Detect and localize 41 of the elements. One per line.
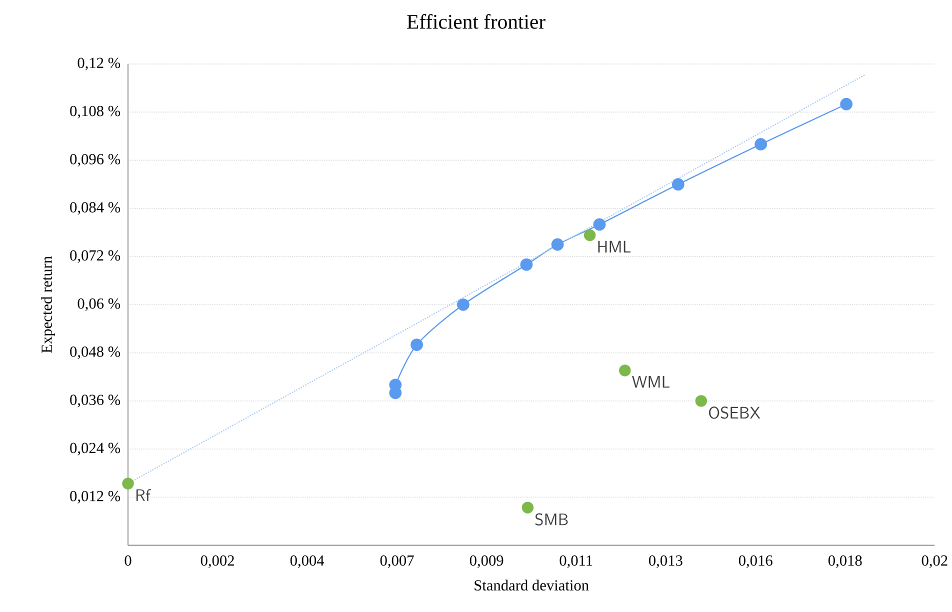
y-tick-label: 0,108 % — [70, 106, 120, 118]
y-tick-label: 0,048 % — [70, 346, 120, 360]
annotation: OSEBX — [708, 406, 760, 419]
annotation: SMB — [535, 513, 568, 526]
point — [456, 298, 470, 311]
x-tick-label: 0,02 — [922, 555, 948, 568]
point — [672, 178, 684, 191]
x-tick-label: 0,016 — [738, 555, 772, 568]
y-tick-label: 0,012 % — [70, 490, 120, 504]
chart-title: Efficient frontier — [407, 14, 546, 29]
x-tick-label: 0,011 — [560, 555, 592, 568]
point — [593, 218, 606, 231]
x-axis-title: Standard deviation — [474, 580, 589, 591]
point — [754, 138, 768, 150]
y-tick-label: 0,06 % — [78, 298, 120, 311]
point — [695, 395, 708, 407]
x-tick-label: 0,007 — [380, 555, 414, 568]
point — [122, 478, 134, 490]
point — [551, 238, 564, 251]
annotation: HML — [598, 240, 630, 252]
annotation: Rf — [136, 489, 152, 501]
annotation: WML — [632, 376, 670, 388]
y-tick-label: 0,12 % — [78, 58, 120, 70]
x-tick-label: 0 — [124, 555, 132, 566]
point — [522, 502, 534, 514]
point — [584, 229, 596, 242]
x-tick-label: 0,013 — [648, 555, 682, 568]
point — [520, 258, 533, 271]
y-tick-label: 0,072 % — [70, 250, 120, 263]
y-tick-label: 0,096 % — [70, 154, 120, 167]
point — [840, 98, 853, 110]
y-tick-label: 0,024 % — [70, 442, 120, 456]
y-tick-label: 0,084 % — [70, 202, 120, 215]
point — [410, 338, 423, 351]
x-tick-label: 0,009 — [470, 555, 504, 568]
y-axis-title: Expected return — [41, 256, 56, 353]
x-tick-label: 0,002 — [200, 555, 234, 568]
point — [619, 364, 631, 376]
y-tick-label: 0,036 % — [70, 394, 120, 408]
x-tick-label: 0,018 — [828, 555, 862, 568]
x-tick-label: 0,004 — [290, 555, 324, 568]
